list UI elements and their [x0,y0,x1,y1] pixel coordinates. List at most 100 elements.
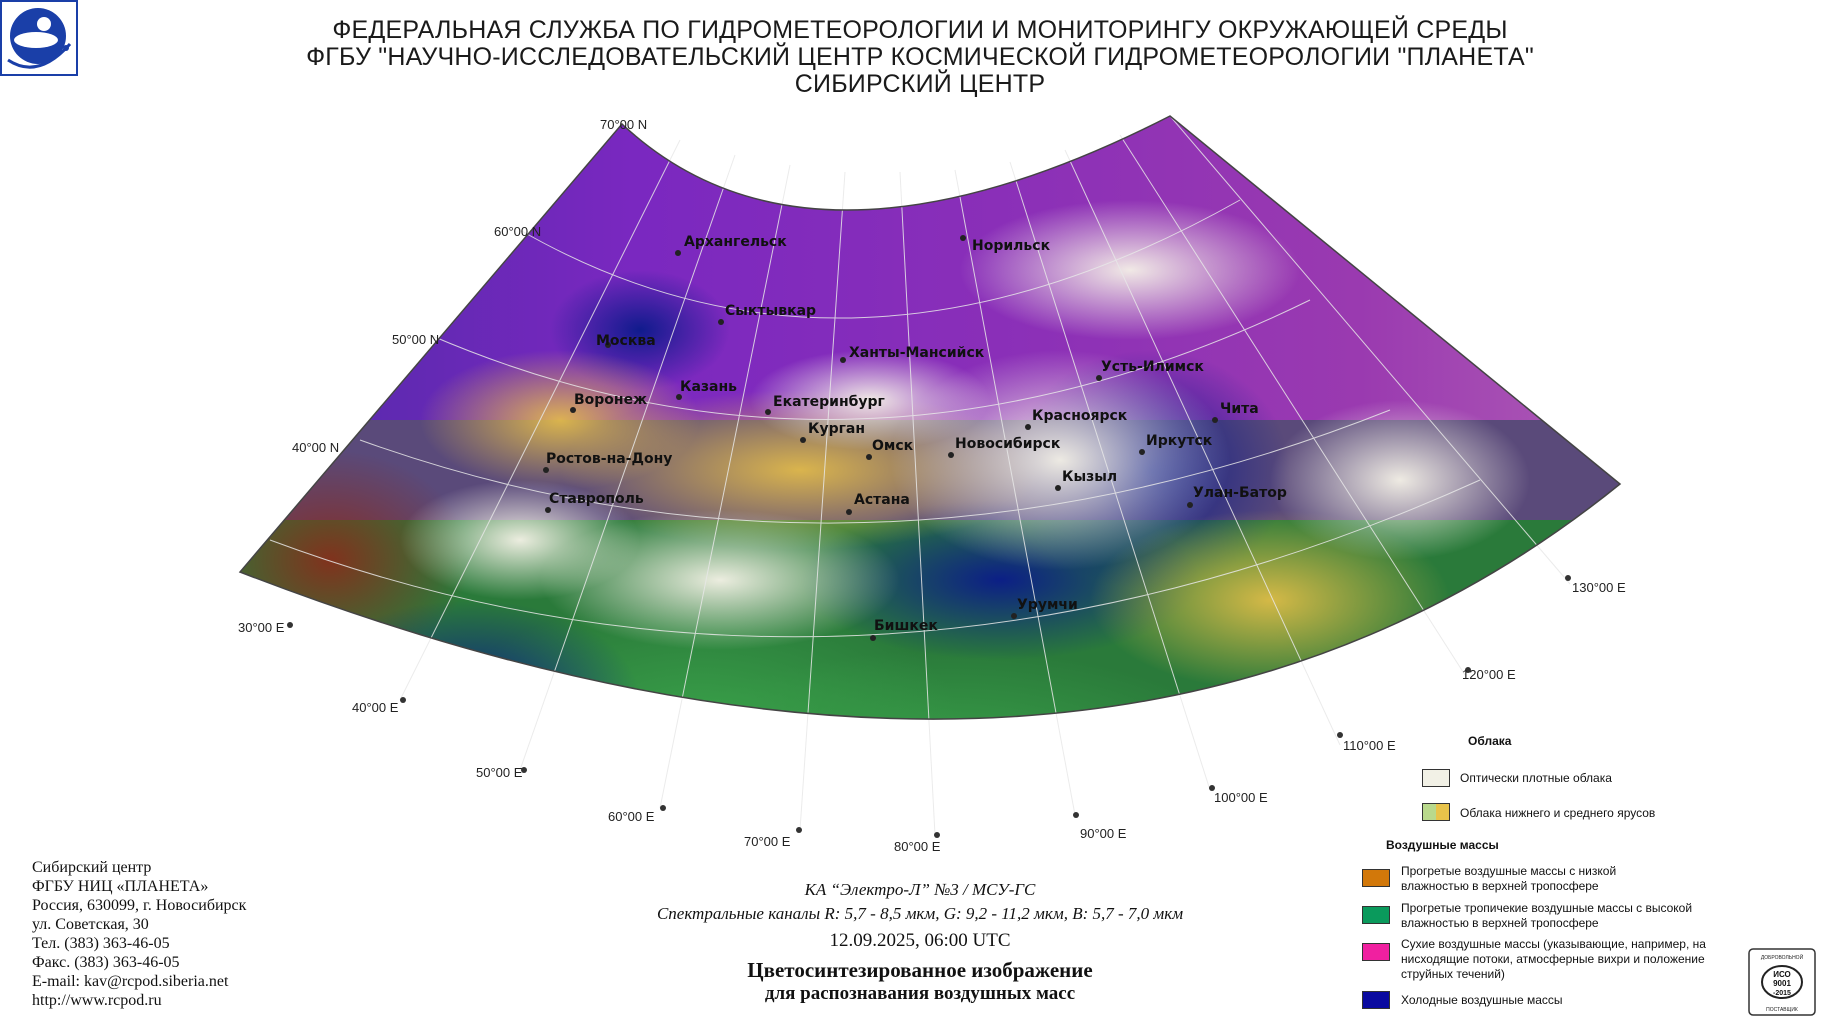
lat-label-40: 40°00 N [292,440,339,455]
city-dot [800,437,806,443]
city-ulan-bator: Улан-Батор [1193,485,1287,501]
city-dot [570,407,576,413]
planeta-logo-icon [0,0,78,76]
imagery [240,116,1620,720]
legend-clouds-title: Облака [1468,734,1512,748]
city-dot [545,507,551,513]
iso-top-text: ДОБРОВОЛЬНОЙ [1761,953,1804,961]
iso-text-2: 9001 [1773,979,1791,988]
contact-line-1: Сибирский центр [32,859,152,876]
city-dot [675,250,681,256]
city-dot [1139,449,1145,455]
lon-label-120: 120°00 E [1462,667,1516,682]
legend-cold: Холодные воздушные массы [1401,993,1563,1007]
city-urumchi: Урумчи [1017,597,1078,613]
contact-line-4: ул. Советская, 30 [32,916,149,933]
city-dot [1011,613,1017,619]
legend-swatch-dry [1362,943,1390,961]
city-markers: Архангельск Норильск Сыктывкар Москва Ха… [543,234,1287,641]
caption-channels: Спектральные каналы R: 5,7 - 8,5 мкм, G:… [656,904,1184,923]
lat-label-50: 50°00 N [392,332,439,347]
legend-swatch-warm-low [1362,869,1390,887]
lon-label-100: 100°00 E [1214,790,1268,805]
legend-swatch-cold [1362,991,1390,1009]
iso-bottom-text: ПОСТАВЩИК [1766,1007,1798,1013]
city-dot [866,454,872,460]
city-bishkek: Бишкек [874,618,938,634]
city-irkutsk: Иркутск [1146,433,1213,449]
city-dot [948,452,954,458]
city-arkhangelsk: Архангельск [684,234,787,250]
lon-label-50: 50°00 E [476,765,523,780]
header-line-2: ФГБУ "НАУЧНО-ИССЛЕДОВАТЕЛЬСКИЙ ЦЕНТР КОС… [306,43,1534,71]
graticule [239,115,1571,836]
city-dot [1096,375,1102,381]
map-frame [238,115,1622,720]
iso-9001-badge: ДОБРОВОЛЬНОЙ ИСО 9001 -2015 ПОСТАВЩИК [1748,948,1816,1016]
city-dot [840,357,846,363]
legend-swatch-low-mid [1422,803,1450,821]
iso-text-1: ИСО [1773,970,1791,979]
lon-label-130: 130°00 E [1572,580,1626,595]
legend-warm-low: Прогретые воздушные массы с низкой влажн… [1401,864,1617,893]
contact-fax: Факс. (383) 363-46-05 [32,954,180,971]
city-kyzyl: Кызыл [1062,469,1117,485]
city-dot [605,342,611,348]
legend-dry: Сухие воздушные массы (указывающие, напр… [1401,937,1706,981]
lon-label-30: 30°00 E [238,620,285,635]
city-voronezh: Воронеж [574,392,647,408]
lon-label-90: 90°00 E [1080,826,1127,841]
legend-low-mid-clouds: Облака нижнего и среднего ярусов [1460,806,1656,820]
city-dot [1212,417,1218,423]
caption-satellite: КА “Электро-Л” №3 / МСУ-ГС [804,880,1036,899]
city-khanty-mansiysk: Ханты-Мансийск [849,345,985,361]
city-moskva: Москва [596,333,656,349]
city-astana: Астана [854,492,910,508]
city-omsk: Омск [872,438,914,454]
legend-air-masses-title: Воздушные массы [1386,838,1499,852]
city-ekaterinburg: Екатеринбург [773,394,885,410]
city-novosibirsk: Новосибирск [955,436,1061,452]
city-krasnoyarsk: Красноярск [1032,408,1128,424]
city-norilsk: Норильск [972,238,1051,254]
city-dot [1055,485,1061,491]
legend-warm-tropical: Прогретые тропичекие воздушные массы с в… [1401,901,1693,930]
city-kazan: Казань [680,379,737,395]
caption-title-1: Цветосинтезированное изображение [747,958,1093,982]
legend-swatch-warm-tropical [1362,906,1390,924]
header-line-1: ФЕДЕРАЛЬНАЯ СЛУЖБА ПО ГИДРОМЕТЕОРОЛОГИИ … [332,16,1508,44]
city-stavropol: Ставрополь [549,491,644,507]
contact-line-2: ФГБУ НИЦ «ПЛАНЕТА» [32,878,209,895]
city-dot [1187,502,1193,508]
contact-line-3: Россия, 630099, г. Новосибирск [32,897,247,914]
city-dot [676,394,682,400]
lat-label-60: 60°00 N [494,224,541,239]
header-line-3: СИБИРСКИЙ ЦЕНТР [794,70,1046,98]
lon-label-80: 80°00 E [894,839,941,854]
city-dot [960,235,966,241]
city-kurgan: Курган [808,421,865,437]
contact-website[interactable]: http://www.rcpod.ru [32,992,162,1009]
city-dot [870,635,876,641]
contact-phone: Тел. (383) 363-46-05 [32,935,170,952]
city-chita: Чита [1220,401,1259,417]
city-dot [765,409,771,415]
iso-badge-icon: ДОБРОВОЛЬНОЙ ИСО 9001 -2015 ПОСТАВЩИК [1748,948,1816,1016]
edge-ticks [287,575,1571,838]
city-dot [718,319,724,325]
city-ust-ilimsk: Усть-Илимск [1101,359,1204,375]
legend-swatch-dense [1422,769,1450,787]
lon-label-40: 40°00 E [352,700,399,715]
city-dot [1025,424,1031,430]
planeta-logo [0,0,78,76]
caption-datetime: 12.09.2025, 06:00 UTC [829,930,1011,951]
lon-label-70: 70°00 E [744,834,791,849]
lon-label-110: 110°00 E [1343,738,1396,753]
iso-text-3: -2015 [1773,990,1791,997]
lon-label-60: 60°00 E [608,809,655,824]
lat-label-70: 70°00 N [600,117,647,132]
caption-title-2: для распознавания воздушных масс [764,983,1076,1004]
city-syktyvkar: Сыктывкар [725,303,816,319]
contact-email[interactable]: E-mail: kav@rcpod.siberia.net [32,973,229,990]
